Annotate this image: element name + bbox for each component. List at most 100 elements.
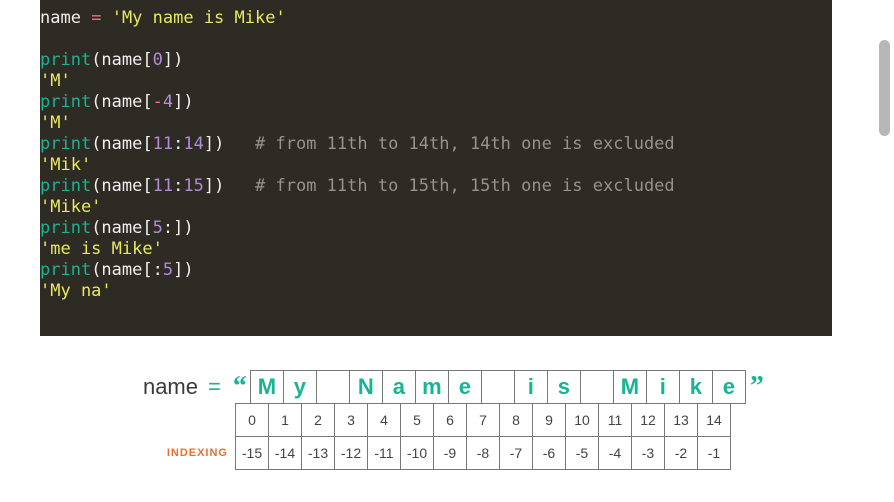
pos-index-cell: 4 xyxy=(367,403,401,437)
code-token: ]) xyxy=(163,50,183,70)
code-token: print xyxy=(40,50,91,70)
code-token: 11 xyxy=(153,134,173,154)
code-block: name = 'My name is Mike' print(name[0])'… xyxy=(40,0,832,336)
pos-index-cell: 2 xyxy=(301,403,335,437)
char-cell: i xyxy=(514,370,548,404)
code-token: (name[ xyxy=(91,134,152,154)
code-token: # from 11th to 14th, 14th one is exclude… xyxy=(255,134,675,154)
char-cell: k xyxy=(679,370,713,404)
pos-index-cell: 6 xyxy=(433,403,467,437)
pos-index-cell: 9 xyxy=(532,403,566,437)
code-token: ]) xyxy=(173,92,193,112)
code-token: 'My name is Mike' xyxy=(112,8,286,28)
code-token: 'Mike' xyxy=(40,197,101,217)
pos-index-cell: 5 xyxy=(400,403,434,437)
code-line: print(name[-4]) xyxy=(40,92,832,113)
char-cell: M xyxy=(250,370,284,404)
code-token: 14 xyxy=(183,134,203,154)
neg-index-cell: -14 xyxy=(268,436,302,470)
code-line: 'me is Mike' xyxy=(40,239,832,260)
neg-index-cell: -10 xyxy=(400,436,434,470)
char-cell: e xyxy=(712,370,746,404)
code-line: print(name[11:15]) # from 11th to 15th, … xyxy=(40,176,832,197)
string-index-diagram: name = “ My Name is Mike ” 0123456789101… xyxy=(58,370,838,470)
code-token: :]) xyxy=(163,218,194,238)
code-token: = xyxy=(91,8,101,28)
code-token: 'M' xyxy=(40,71,71,91)
code-token: print xyxy=(40,176,91,196)
code-line: 'Mike' xyxy=(40,197,832,218)
code-line: print(name[:5]) xyxy=(40,260,832,281)
char-cell: e xyxy=(448,370,482,404)
char-cell: i xyxy=(646,370,680,404)
code-token: : xyxy=(173,176,183,196)
code-line: print(name[0]) xyxy=(40,50,832,71)
pos-index-cell: 11 xyxy=(598,403,632,437)
scrollbar-thumb[interactable] xyxy=(879,40,890,136)
code-token xyxy=(81,8,91,28)
pos-index-cell: 1 xyxy=(268,403,302,437)
code-token: (name[ xyxy=(91,218,152,238)
diagram-var-label: name xyxy=(58,374,208,400)
code-token: ]) xyxy=(204,134,255,154)
neg-index-cell: -12 xyxy=(334,436,368,470)
pos-index-cell: 10 xyxy=(565,403,599,437)
indexing-label: INDEXING xyxy=(58,447,236,459)
code-token: 'Mik' xyxy=(40,155,91,175)
neg-index-cell: -6 xyxy=(532,436,566,470)
pos-index-cell: 3 xyxy=(334,403,368,437)
char-cell: y xyxy=(283,370,317,404)
code-token: (name[ xyxy=(91,92,152,112)
neg-index-cell: -9 xyxy=(433,436,467,470)
diagram-eq: = xyxy=(208,374,229,400)
code-token: (name[ xyxy=(91,50,152,70)
char-cell xyxy=(481,370,515,404)
code-line: 'Mik' xyxy=(40,155,832,176)
code-token: print xyxy=(40,92,91,112)
neg-index-cell: -4 xyxy=(598,436,632,470)
pos-index-cell: 0 xyxy=(235,403,269,437)
code-line: print(name[11:14]) # from 11th to 14th, … xyxy=(40,134,832,155)
neg-index-cell: -3 xyxy=(631,436,665,470)
code-token: 'M' xyxy=(40,113,71,133)
code-line: 'M' xyxy=(40,71,832,92)
pos-index-cell: 12 xyxy=(631,403,665,437)
code-token: 11 xyxy=(153,176,173,196)
char-cell: N xyxy=(349,370,383,404)
neg-index-cell: -15 xyxy=(235,436,269,470)
char-cell: M xyxy=(613,370,647,404)
code-token: ]) xyxy=(173,260,193,280)
code-token: : xyxy=(173,134,183,154)
char-cell xyxy=(580,370,614,404)
code-line: 'My na' xyxy=(40,281,832,302)
neg-index-cell: -1 xyxy=(697,436,731,470)
neg-index-cell: -2 xyxy=(664,436,698,470)
char-cell: s xyxy=(547,370,581,404)
code-token: print xyxy=(40,134,91,154)
pos-index-cell: 7 xyxy=(466,403,500,437)
code-token: print xyxy=(40,260,91,280)
diagram-quote-right: ” xyxy=(746,371,768,403)
code-token: ]) xyxy=(204,176,255,196)
code-token: # from 11th to 15th, 15th one is exclude… xyxy=(255,176,675,196)
char-cell xyxy=(316,370,350,404)
neg-index-cell: -11 xyxy=(367,436,401,470)
code-line xyxy=(40,29,832,50)
code-token: name xyxy=(40,8,81,28)
code-line: print(name[5:]) xyxy=(40,218,832,239)
code-token: 'My na' xyxy=(40,281,112,301)
code-token xyxy=(101,8,111,28)
code-token: 5 xyxy=(153,218,163,238)
code-token: 15 xyxy=(183,176,203,196)
neg-index-cell: -5 xyxy=(565,436,599,470)
pos-index-cell: 13 xyxy=(664,403,698,437)
code-token: 0 xyxy=(153,50,163,70)
code-token: (name[: xyxy=(91,260,163,280)
code-token: 'me is Mike' xyxy=(40,239,163,259)
neg-index-cell: -7 xyxy=(499,436,533,470)
char-cell: a xyxy=(382,370,416,404)
pos-index-cell: 8 xyxy=(499,403,533,437)
code-token: 5 xyxy=(163,260,173,280)
code-line: 'M' xyxy=(40,113,832,134)
neg-index-cell: -13 xyxy=(301,436,335,470)
